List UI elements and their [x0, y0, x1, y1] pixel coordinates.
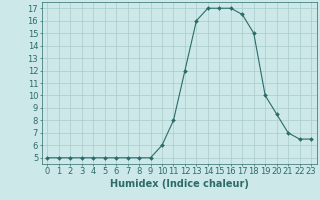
X-axis label: Humidex (Indice chaleur): Humidex (Indice chaleur) [110, 179, 249, 189]
